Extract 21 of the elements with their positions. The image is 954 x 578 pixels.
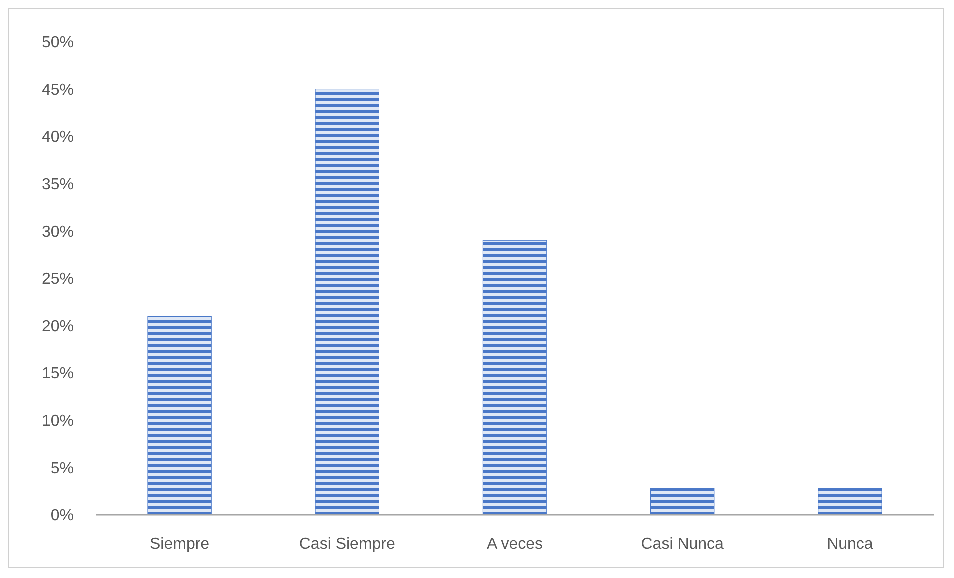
bar — [482, 240, 548, 516]
x-tick-label: Siempre — [150, 536, 210, 553]
x-tick-label: Casi Siempre — [299, 536, 396, 553]
x-tick-label: Nunca — [827, 536, 874, 553]
y-tick-label: 45% — [42, 82, 74, 99]
y-tick-label: 25% — [42, 271, 74, 288]
y-tick-label: 0% — [50, 508, 74, 525]
y-tick-label: 15% — [42, 366, 74, 383]
y-tick-label: 20% — [42, 318, 74, 336]
bar — [818, 488, 882, 516]
y-tick-label: 5% — [50, 460, 74, 478]
x-tick-label: A veces — [486, 536, 544, 553]
y-tick-label: 10% — [42, 413, 74, 430]
bar — [650, 488, 715, 516]
bar — [315, 89, 380, 516]
y-tick-label: 40% — [42, 129, 74, 146]
x-tick-label: Casi Nunca — [641, 536, 724, 553]
y-tick-label: 35% — [42, 176, 74, 194]
y-tick-label: 50% — [42, 34, 74, 52]
bar — [148, 316, 212, 516]
y-tick-label: 30% — [42, 224, 74, 241]
